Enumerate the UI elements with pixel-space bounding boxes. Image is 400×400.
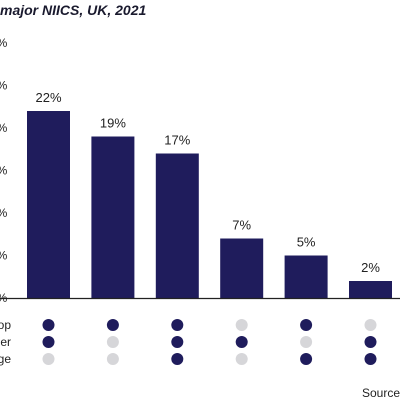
data-label: 19% bbox=[100, 116, 126, 131]
matrix-dot-empty bbox=[235, 353, 248, 365]
y-tick-label: % bbox=[0, 249, 8, 263]
matrix-dot-filled bbox=[364, 353, 377, 365]
chart-title: major NIICS, UK, 2021 bbox=[0, 2, 147, 18]
data-label: 17% bbox=[164, 133, 190, 148]
matrix-dot-empty bbox=[235, 319, 248, 331]
y-tick-label: % bbox=[0, 79, 8, 93]
matrix-dot-filled bbox=[106, 319, 119, 331]
bar bbox=[220, 238, 264, 298]
matrix-dot-filled bbox=[42, 319, 55, 331]
matrix-dot-filled bbox=[171, 319, 184, 331]
matrix-dot-filled bbox=[42, 336, 55, 348]
data-label: 22% bbox=[35, 90, 61, 105]
data-label: 7% bbox=[232, 218, 251, 233]
matrix-dot-empty bbox=[300, 336, 313, 348]
bar bbox=[27, 111, 70, 298]
matrix-dot-empty bbox=[42, 353, 55, 365]
matrix-dot-empty bbox=[106, 336, 119, 348]
matrix-dot-filled bbox=[171, 336, 184, 348]
source-note: Source: bbox=[362, 386, 400, 400]
y-tick-label: % bbox=[0, 206, 8, 220]
bar bbox=[349, 281, 392, 298]
matrix-row-label: op bbox=[0, 318, 11, 332]
bar bbox=[284, 255, 328, 298]
matrix-dot-filled bbox=[364, 336, 377, 348]
y-tick-label: % bbox=[0, 164, 8, 178]
matrix-dot-empty bbox=[364, 319, 377, 331]
matrix-dot-filled bbox=[300, 353, 313, 365]
matrix-dot-filled bbox=[300, 319, 313, 331]
matrix-dot-filled bbox=[235, 336, 248, 348]
matrix-row-label: ge bbox=[0, 352, 11, 366]
matrix-dot-filled bbox=[171, 353, 184, 365]
data-label: 2% bbox=[361, 260, 380, 275]
y-tick-label: % bbox=[0, 36, 8, 50]
matrix-dot-empty bbox=[106, 353, 119, 365]
y-tick-label: % bbox=[0, 121, 8, 135]
bar bbox=[155, 153, 199, 298]
data-label: 5% bbox=[297, 235, 316, 250]
matrix-row-label: er bbox=[0, 335, 11, 349]
bar bbox=[91, 136, 135, 298]
